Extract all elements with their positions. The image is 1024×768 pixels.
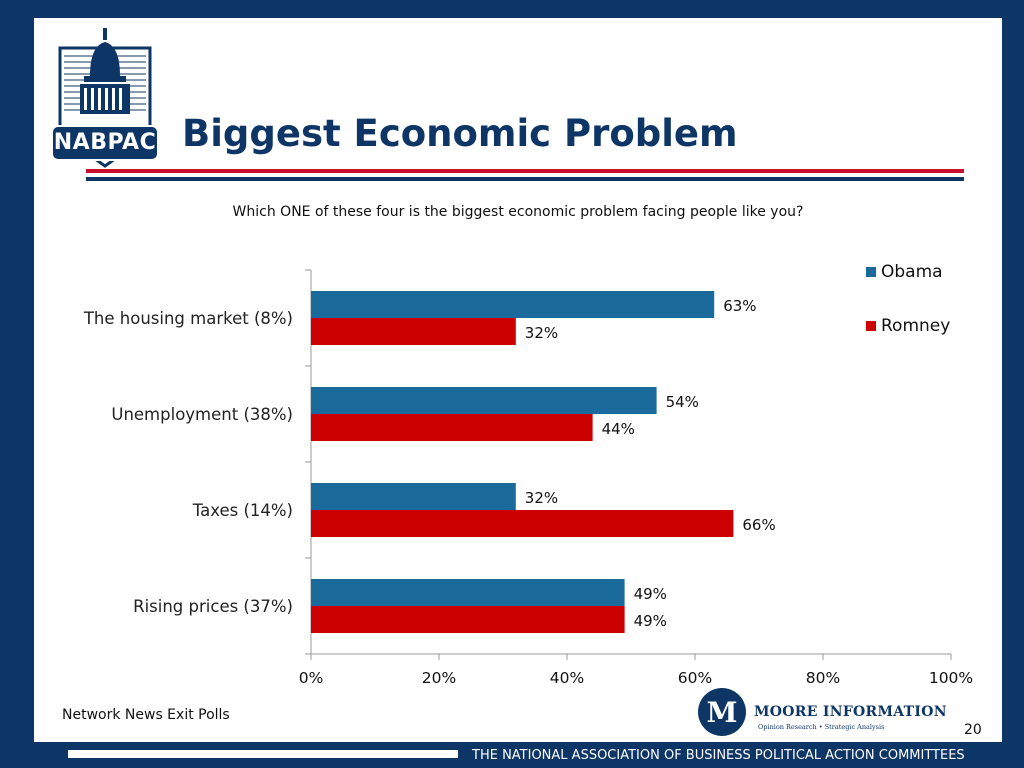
- legend-swatch-obama: [866, 267, 876, 277]
- moore-monogram: M: [707, 696, 738, 729]
- bar-obama: [311, 483, 516, 510]
- nabpac-logo: NABPAC: [50, 26, 160, 171]
- title-rule-blue: [86, 177, 964, 181]
- bar-romney: [311, 606, 625, 633]
- chart-bars: [311, 291, 734, 633]
- x-tick-label: 100%: [929, 669, 973, 687]
- x-tick-label: 40%: [550, 669, 584, 687]
- data-label-romney: 44%: [602, 420, 635, 438]
- moore-tagline: Opinion Research • Strategic Analysis: [758, 723, 885, 731]
- legend-label-obama: Obama: [881, 262, 943, 282]
- page-number: 20: [964, 722, 982, 738]
- bar-obama: [311, 579, 625, 606]
- slide: NABPAC Biggest Economic Problem Which ON…: [34, 18, 1002, 742]
- x-tick-label: 60%: [678, 669, 712, 687]
- legend-item-romney: Romney: [866, 316, 950, 336]
- page-title: Biggest Economic Problem: [182, 112, 738, 155]
- data-label-romney: 66%: [742, 516, 775, 534]
- bar-chart: 0% 20% 40% 60% 80% 100% The housing market (8%…: [83, 269, 973, 687]
- chart-legend: Obama Romney: [866, 262, 950, 370]
- category-label: Unemployment (38%): [111, 405, 293, 424]
- moore-information-logo: M Moore Information Opinion Research • S…: [696, 686, 947, 738]
- logo-text: NABPAC: [53, 130, 157, 155]
- bar-obama: [311, 387, 657, 414]
- legend-label-romney: Romney: [881, 316, 951, 336]
- data-label-obama: 32%: [525, 489, 558, 507]
- category-label: Rising prices (37%): [133, 597, 293, 616]
- bar-romney: [311, 414, 593, 441]
- data-label-romney: 49%: [634, 612, 667, 630]
- x-tick-label: 20%: [422, 669, 456, 687]
- moore-name: Moore Information: [754, 704, 947, 720]
- source-note: Network News Exit Polls: [62, 707, 230, 723]
- data-label-obama: 49%: [634, 585, 667, 603]
- category-label: The housing market (8%): [83, 309, 293, 328]
- x-tick-label: 80%: [806, 669, 840, 687]
- legend-swatch-romney: [866, 321, 876, 331]
- data-label-romney: 32%: [525, 324, 558, 342]
- bar-romney: [311, 318, 516, 345]
- x-tick-label: 0%: [299, 669, 324, 687]
- title-rule-red: [86, 169, 964, 173]
- footer-stripe: [68, 750, 458, 758]
- bar-romney: [311, 510, 734, 537]
- data-label-obama: 54%: [666, 393, 699, 411]
- bar-obama: [311, 291, 715, 318]
- footer-text: THE NATIONAL ASSOCIATION OF BUSINESS POL…: [472, 748, 965, 763]
- category-label: Taxes (14%): [192, 501, 293, 520]
- chart-labels: 0% 20% 40% 60% 80% 100% The housing market (8%…: [83, 297, 973, 687]
- capitol-dome-icon: [51, 28, 159, 168]
- data-label-obama: 63%: [723, 297, 756, 315]
- legend-item-obama: Obama: [866, 262, 950, 282]
- chart-question: Which ONE of these four is the biggest e…: [232, 204, 804, 220]
- moore-monogram-icon: M: [698, 688, 746, 736]
